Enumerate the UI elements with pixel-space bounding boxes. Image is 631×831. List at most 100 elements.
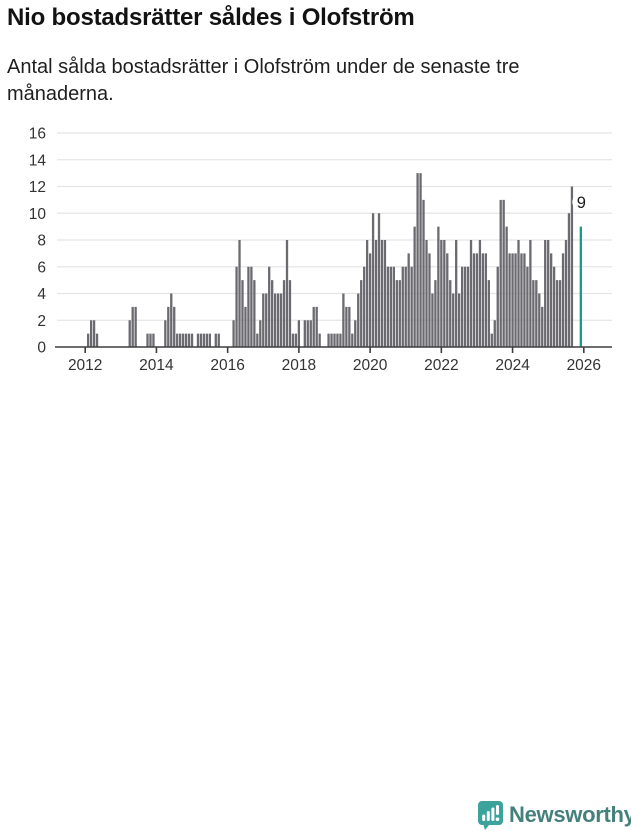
bar — [422, 199, 425, 348]
bar — [285, 240, 289, 347]
bar — [558, 280, 562, 348]
bar — [276, 293, 280, 347]
bar — [401, 266, 404, 347]
bar — [365, 240, 369, 347]
bar — [176, 333, 179, 348]
bar — [256, 333, 259, 348]
bar — [449, 280, 452, 348]
bar — [517, 240, 520, 347]
bar — [173, 306, 176, 348]
bar — [481, 253, 485, 348]
x-axis-label: 2014 — [139, 357, 174, 374]
bar — [95, 333, 99, 348]
bar — [520, 253, 523, 348]
bar — [511, 253, 514, 348]
bar — [416, 173, 419, 348]
bar — [360, 280, 363, 348]
bar — [190, 333, 194, 348]
bar — [398, 280, 401, 348]
bar — [253, 280, 256, 348]
bar — [389, 266, 393, 347]
bar — [170, 293, 173, 347]
bar — [303, 320, 306, 347]
y-axis-label: 4 — [37, 286, 46, 303]
bar — [535, 280, 538, 348]
bar — [306, 320, 309, 347]
x-axis-label: 2020 — [353, 357, 388, 374]
bar — [490, 333, 493, 348]
sales-bar-chart: 0 2 4 6 8 10 12 14 16 2012 2014 2016 2018 2020 2022 202… — [0, 118, 631, 384]
bar — [440, 240, 443, 347]
bar — [532, 280, 535, 348]
bar — [268, 266, 271, 347]
bar — [472, 253, 476, 348]
bar — [345, 306, 348, 348]
bar — [259, 320, 262, 347]
bar — [330, 333, 333, 348]
bar — [348, 306, 351, 348]
bar — [291, 333, 295, 348]
bar — [410, 266, 413, 347]
bar — [336, 333, 339, 348]
x-axis-label: 2024 — [495, 357, 530, 374]
bar — [187, 333, 191, 348]
bar — [413, 226, 416, 348]
bar — [547, 240, 550, 347]
bar — [235, 266, 238, 347]
bar — [354, 320, 357, 347]
bar — [208, 333, 211, 348]
bar — [383, 240, 387, 347]
bar — [437, 226, 440, 348]
bar — [282, 280, 286, 348]
chart-svg: 0 2 4 6 8 10 12 14 16 2012 2014 2016 2018 2020 2022 202… — [29, 126, 612, 374]
bar — [460, 266, 464, 347]
x-axis-label: 2016 — [210, 357, 244, 374]
y-axis-label: 2 — [37, 313, 46, 330]
bar — [377, 213, 381, 347]
bar — [152, 333, 155, 348]
bar — [146, 333, 149, 348]
bar — [552, 266, 556, 347]
bar — [167, 306, 170, 348]
bar — [238, 240, 241, 347]
bar — [380, 240, 384, 347]
bar — [271, 280, 274, 348]
y-axis-label: 16 — [29, 126, 46, 143]
annotation-value: 9 — [577, 194, 586, 212]
bar — [487, 280, 490, 348]
bar — [425, 240, 428, 347]
bar — [196, 333, 200, 348]
bar — [514, 253, 517, 348]
bar — [199, 333, 203, 348]
bar — [181, 333, 185, 348]
bar — [247, 266, 250, 347]
bar — [262, 293, 265, 347]
y-axis-label: 12 — [29, 179, 46, 196]
newsworthy-logo-icon — [478, 801, 503, 830]
bar — [555, 280, 559, 348]
bar — [475, 253, 479, 348]
bar — [526, 266, 529, 347]
bar — [386, 266, 390, 347]
bar — [368, 253, 372, 348]
bar — [529, 240, 532, 347]
bar — [484, 253, 488, 348]
y-axis-label: 14 — [29, 152, 47, 169]
bar — [134, 306, 137, 348]
bar — [428, 253, 431, 348]
bar — [342, 293, 345, 347]
bar — [407, 253, 410, 348]
page-subtitle: Antal sålda bostadsrätter i Olofström un… — [7, 56, 520, 105]
bar — [288, 280, 292, 348]
bar — [478, 240, 482, 347]
bar — [131, 306, 134, 348]
bar — [505, 226, 508, 348]
bar — [273, 293, 277, 347]
bar — [315, 306, 318, 348]
bar — [404, 266, 407, 347]
bar — [561, 253, 565, 348]
bar — [244, 306, 247, 348]
y-axis-label: 8 — [37, 233, 46, 250]
bar — [214, 333, 217, 348]
bar — [232, 320, 235, 347]
